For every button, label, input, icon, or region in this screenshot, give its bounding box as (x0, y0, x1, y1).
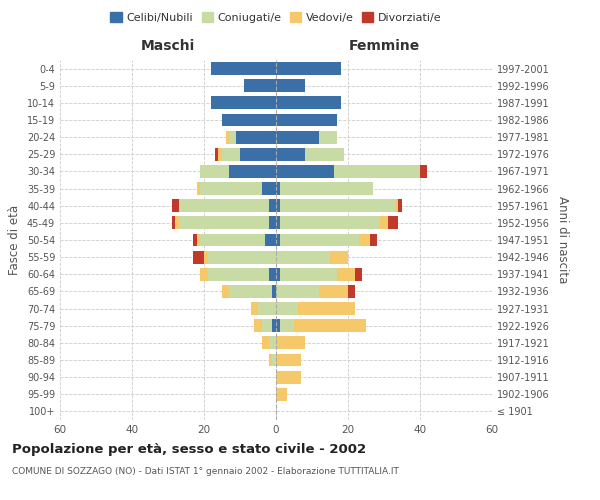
Bar (222, 285, 229, 298)
Bar (200, 165, 229, 178)
Bar (197, 234, 200, 246)
Bar (269, 336, 276, 349)
Bar (276, 80, 305, 92)
Bar (276, 234, 280, 246)
Text: COMUNE DI SOZZAGO (NO) - Dati ISTAT 1° gennaio 2002 - Elaborazione TUTTITALIA.IT: COMUNE DI SOZZAGO (NO) - Dati ISTAT 1° g… (12, 468, 399, 476)
Bar (305, 148, 344, 160)
Bar (276, 148, 305, 160)
Bar (298, 302, 355, 315)
Bar (236, 130, 276, 143)
Bar (272, 285, 276, 298)
Bar (272, 320, 276, 332)
Bar (334, 165, 420, 178)
Bar (355, 268, 362, 280)
Bar (229, 285, 272, 298)
Bar (280, 182, 373, 195)
Bar (240, 148, 276, 160)
Bar (276, 200, 280, 212)
Bar (193, 234, 197, 246)
Bar (229, 130, 236, 143)
Bar (319, 130, 337, 143)
Bar (280, 234, 359, 246)
Bar (262, 182, 276, 195)
Bar (226, 130, 229, 143)
Bar (276, 62, 341, 75)
Bar (179, 216, 269, 230)
Bar (388, 216, 398, 230)
Bar (215, 148, 218, 160)
Bar (262, 320, 272, 332)
Bar (218, 148, 222, 160)
Text: Femmine: Femmine (349, 39, 419, 53)
Bar (175, 216, 179, 230)
Bar (229, 165, 276, 178)
Bar (200, 182, 262, 195)
Bar (276, 268, 280, 280)
Bar (172, 216, 175, 230)
Bar (200, 234, 265, 246)
Bar (208, 250, 276, 264)
Bar (276, 182, 280, 195)
Bar (172, 200, 179, 212)
Bar (262, 336, 269, 349)
Bar (276, 336, 305, 349)
Bar (337, 268, 355, 280)
Bar (251, 302, 258, 315)
Bar (276, 388, 287, 400)
Bar (276, 354, 301, 366)
Bar (222, 114, 276, 126)
Bar (276, 370, 301, 384)
Bar (276, 114, 337, 126)
Text: Maschi: Maschi (141, 39, 195, 53)
Y-axis label: Fasce di età: Fasce di età (8, 205, 21, 275)
Bar (211, 96, 276, 110)
Bar (330, 250, 348, 264)
Bar (398, 200, 402, 212)
Bar (276, 216, 280, 230)
Bar (420, 165, 427, 178)
Bar (204, 250, 208, 264)
Bar (319, 285, 348, 298)
Bar (269, 354, 272, 366)
Bar (280, 268, 337, 280)
Bar (193, 250, 204, 264)
Bar (276, 130, 319, 143)
Bar (265, 234, 276, 246)
Bar (269, 216, 276, 230)
Bar (211, 62, 276, 75)
Text: Popolazione per età, sesso e stato civile - 2002: Popolazione per età, sesso e stato civil… (12, 442, 366, 456)
Bar (359, 234, 370, 246)
Bar (280, 216, 380, 230)
Bar (276, 96, 341, 110)
Bar (200, 268, 208, 280)
Bar (269, 268, 276, 280)
Bar (280, 200, 395, 212)
Bar (276, 250, 330, 264)
Bar (395, 200, 398, 212)
Bar (276, 320, 280, 332)
Bar (197, 182, 200, 195)
Bar (269, 200, 276, 212)
Bar (348, 285, 355, 298)
Bar (276, 285, 319, 298)
Bar (276, 302, 298, 315)
Bar (222, 148, 240, 160)
Bar (208, 268, 269, 280)
Bar (294, 320, 366, 332)
Bar (272, 354, 276, 366)
Bar (244, 80, 276, 92)
Bar (380, 216, 388, 230)
Y-axis label: Anni di nascita: Anni di nascita (556, 196, 569, 284)
Bar (179, 200, 269, 212)
Bar (276, 165, 334, 178)
Bar (280, 320, 294, 332)
Bar (370, 234, 377, 246)
Bar (258, 302, 276, 315)
Legend: Celibi/Nubili, Coniugati/e, Vedovi/e, Divorziati/e: Celibi/Nubili, Coniugati/e, Vedovi/e, Di… (106, 8, 446, 28)
Bar (254, 320, 262, 332)
